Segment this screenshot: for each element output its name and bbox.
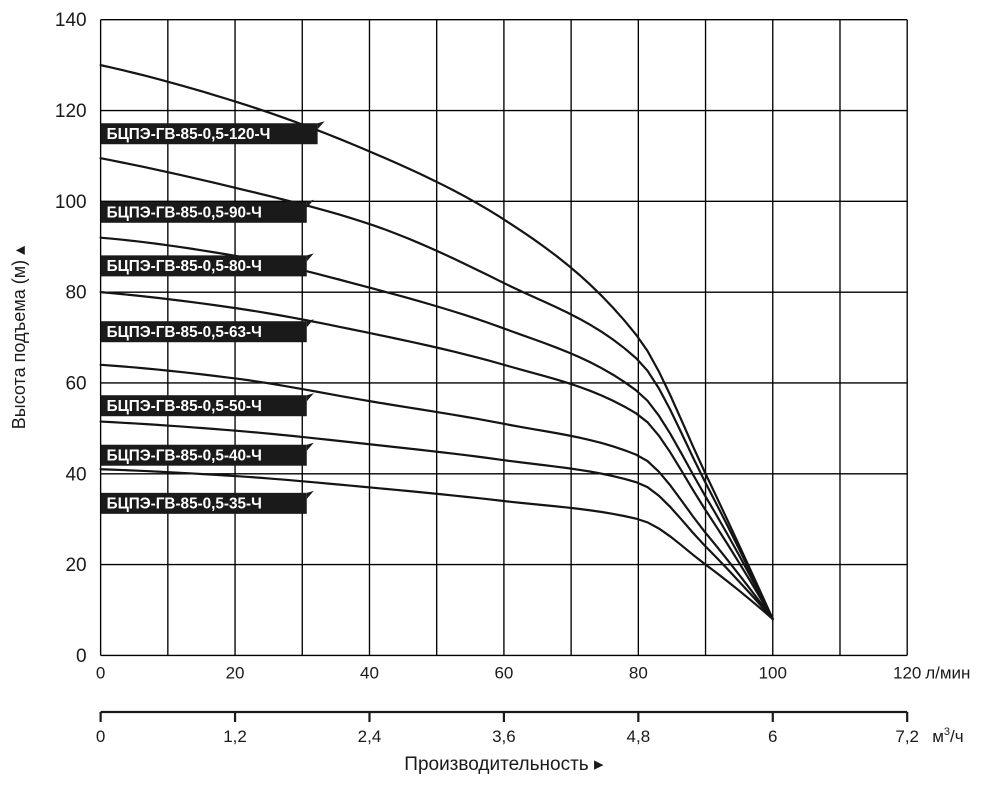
svg-text:0: 0 [76, 646, 87, 667]
svg-text:20: 20 [65, 555, 86, 576]
svg-text:БЦПЭ-ГВ-85-0,5-80-Ч: БЦПЭ-ГВ-85-0,5-80-Ч [107, 258, 262, 275]
svg-text:80: 80 [629, 663, 648, 682]
svg-text:60: 60 [494, 663, 513, 682]
svg-text:80: 80 [65, 283, 86, 304]
svg-text:4,8: 4,8 [627, 727, 651, 746]
svg-text:Производительность ▸: Производительность ▸ [404, 754, 604, 775]
svg-text:100: 100 [55, 192, 87, 213]
svg-text:6: 6 [768, 727, 777, 746]
svg-text:Высота подъема (м) ▴: Высота подъема (м) ▴ [9, 246, 29, 429]
svg-text:60: 60 [65, 373, 86, 394]
svg-text:120: 120 [893, 663, 921, 682]
svg-text:м3/ч: м3/ч [932, 726, 963, 746]
svg-text:0: 0 [96, 663, 105, 682]
svg-text:140: 140 [55, 10, 87, 31]
svg-text:БЦПЭ-ГВ-85-0,5-90-Ч: БЦПЭ-ГВ-85-0,5-90-Ч [107, 205, 262, 222]
svg-text:20: 20 [226, 663, 245, 682]
svg-text:л/мин: л/мин [925, 663, 970, 682]
svg-text:БЦПЭ-ГВ-85-0,5-63-Ч: БЦПЭ-ГВ-85-0,5-63-Ч [107, 324, 262, 341]
svg-text:120: 120 [55, 101, 87, 122]
svg-text:БЦПЭ-ГВ-85-0,5-120-Ч: БЦПЭ-ГВ-85-0,5-120-Ч [107, 126, 271, 143]
svg-text:БЦПЭ-ГВ-85-0,5-40-Ч: БЦПЭ-ГВ-85-0,5-40-Ч [107, 448, 262, 465]
svg-text:100: 100 [759, 663, 787, 682]
svg-text:3,6: 3,6 [492, 727, 516, 746]
svg-text:0: 0 [96, 727, 105, 746]
svg-text:7,2: 7,2 [895, 727, 919, 746]
svg-text:БЦПЭ-ГВ-85-0,5-35-Ч: БЦПЭ-ГВ-85-0,5-35-Ч [107, 496, 262, 513]
svg-text:40: 40 [65, 464, 86, 485]
svg-text:40: 40 [360, 663, 379, 682]
svg-text:2,4: 2,4 [358, 727, 382, 746]
svg-text:БЦПЭ-ГВ-85-0,5-50-Ч: БЦПЭ-ГВ-85-0,5-50-Ч [107, 398, 262, 415]
svg-text:1,2: 1,2 [223, 727, 247, 746]
